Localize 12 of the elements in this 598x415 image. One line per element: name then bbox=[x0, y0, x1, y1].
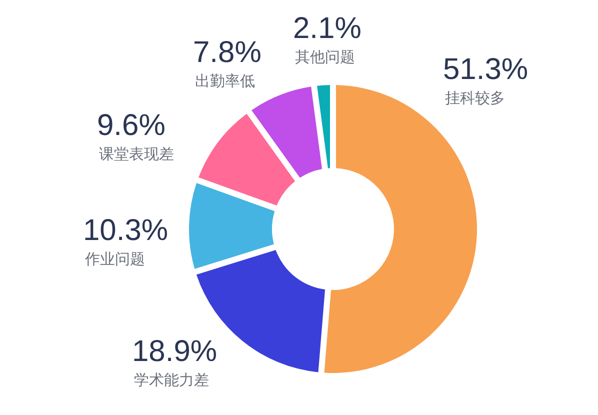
slice-label: 作业问题 bbox=[84, 251, 145, 268]
data-label: 9.6% bbox=[97, 109, 166, 142]
slice-label: 出勤率低 bbox=[195, 73, 255, 90]
data-label: 18.9% bbox=[132, 335, 218, 368]
data-label: 7.8% bbox=[193, 36, 262, 69]
data-label: 2.1% bbox=[293, 12, 362, 45]
slice-label: 课堂表现差 bbox=[99, 146, 174, 163]
slice-label: 学术能力差 bbox=[134, 372, 209, 389]
data-label: 10.3% bbox=[83, 214, 168, 247]
slice-label: 其他问题 bbox=[295, 49, 355, 66]
slice-label: 挂科较多 bbox=[445, 90, 505, 107]
data-label: 51.3% bbox=[443, 53, 528, 86]
